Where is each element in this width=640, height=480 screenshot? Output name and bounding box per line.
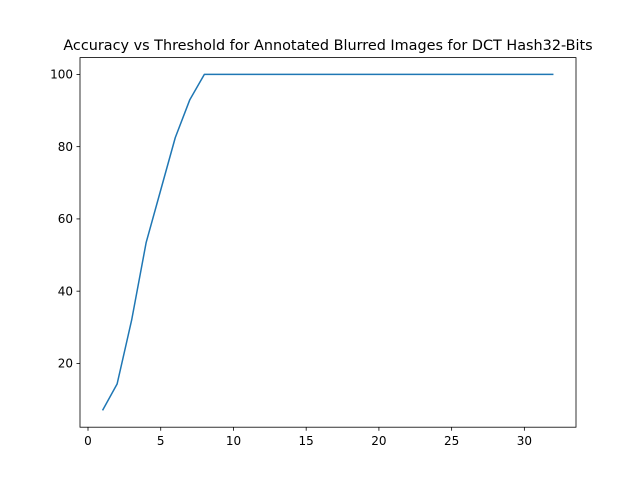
x-tick-label: 20	[371, 434, 386, 448]
x-tick-label: 25	[444, 434, 459, 448]
x-tick-label: 5	[157, 434, 165, 448]
x-tick-label: 30	[517, 434, 532, 448]
series-line-0	[101, 73, 554, 411]
x-tick-label: 0	[84, 434, 92, 448]
y-tick-label: 40	[58, 284, 73, 298]
x-tick-label: 10	[226, 434, 241, 448]
x-axis: 0 5 10 15 20 25 30	[84, 427, 532, 448]
x-tick-label: 15	[299, 434, 314, 448]
y-tick-label: 100	[50, 68, 73, 82]
y-tick-label: 60	[58, 212, 73, 226]
y-axis: 20 40 60 80 100	[50, 68, 80, 371]
chart-title: Accuracy vs Threshold for Annotated Blur…	[63, 38, 592, 54]
y-tick-label: 80	[58, 140, 73, 154]
plot-area	[101, 73, 554, 411]
y-tick-label: 20	[58, 357, 73, 371]
axes-frame	[79, 57, 577, 428]
